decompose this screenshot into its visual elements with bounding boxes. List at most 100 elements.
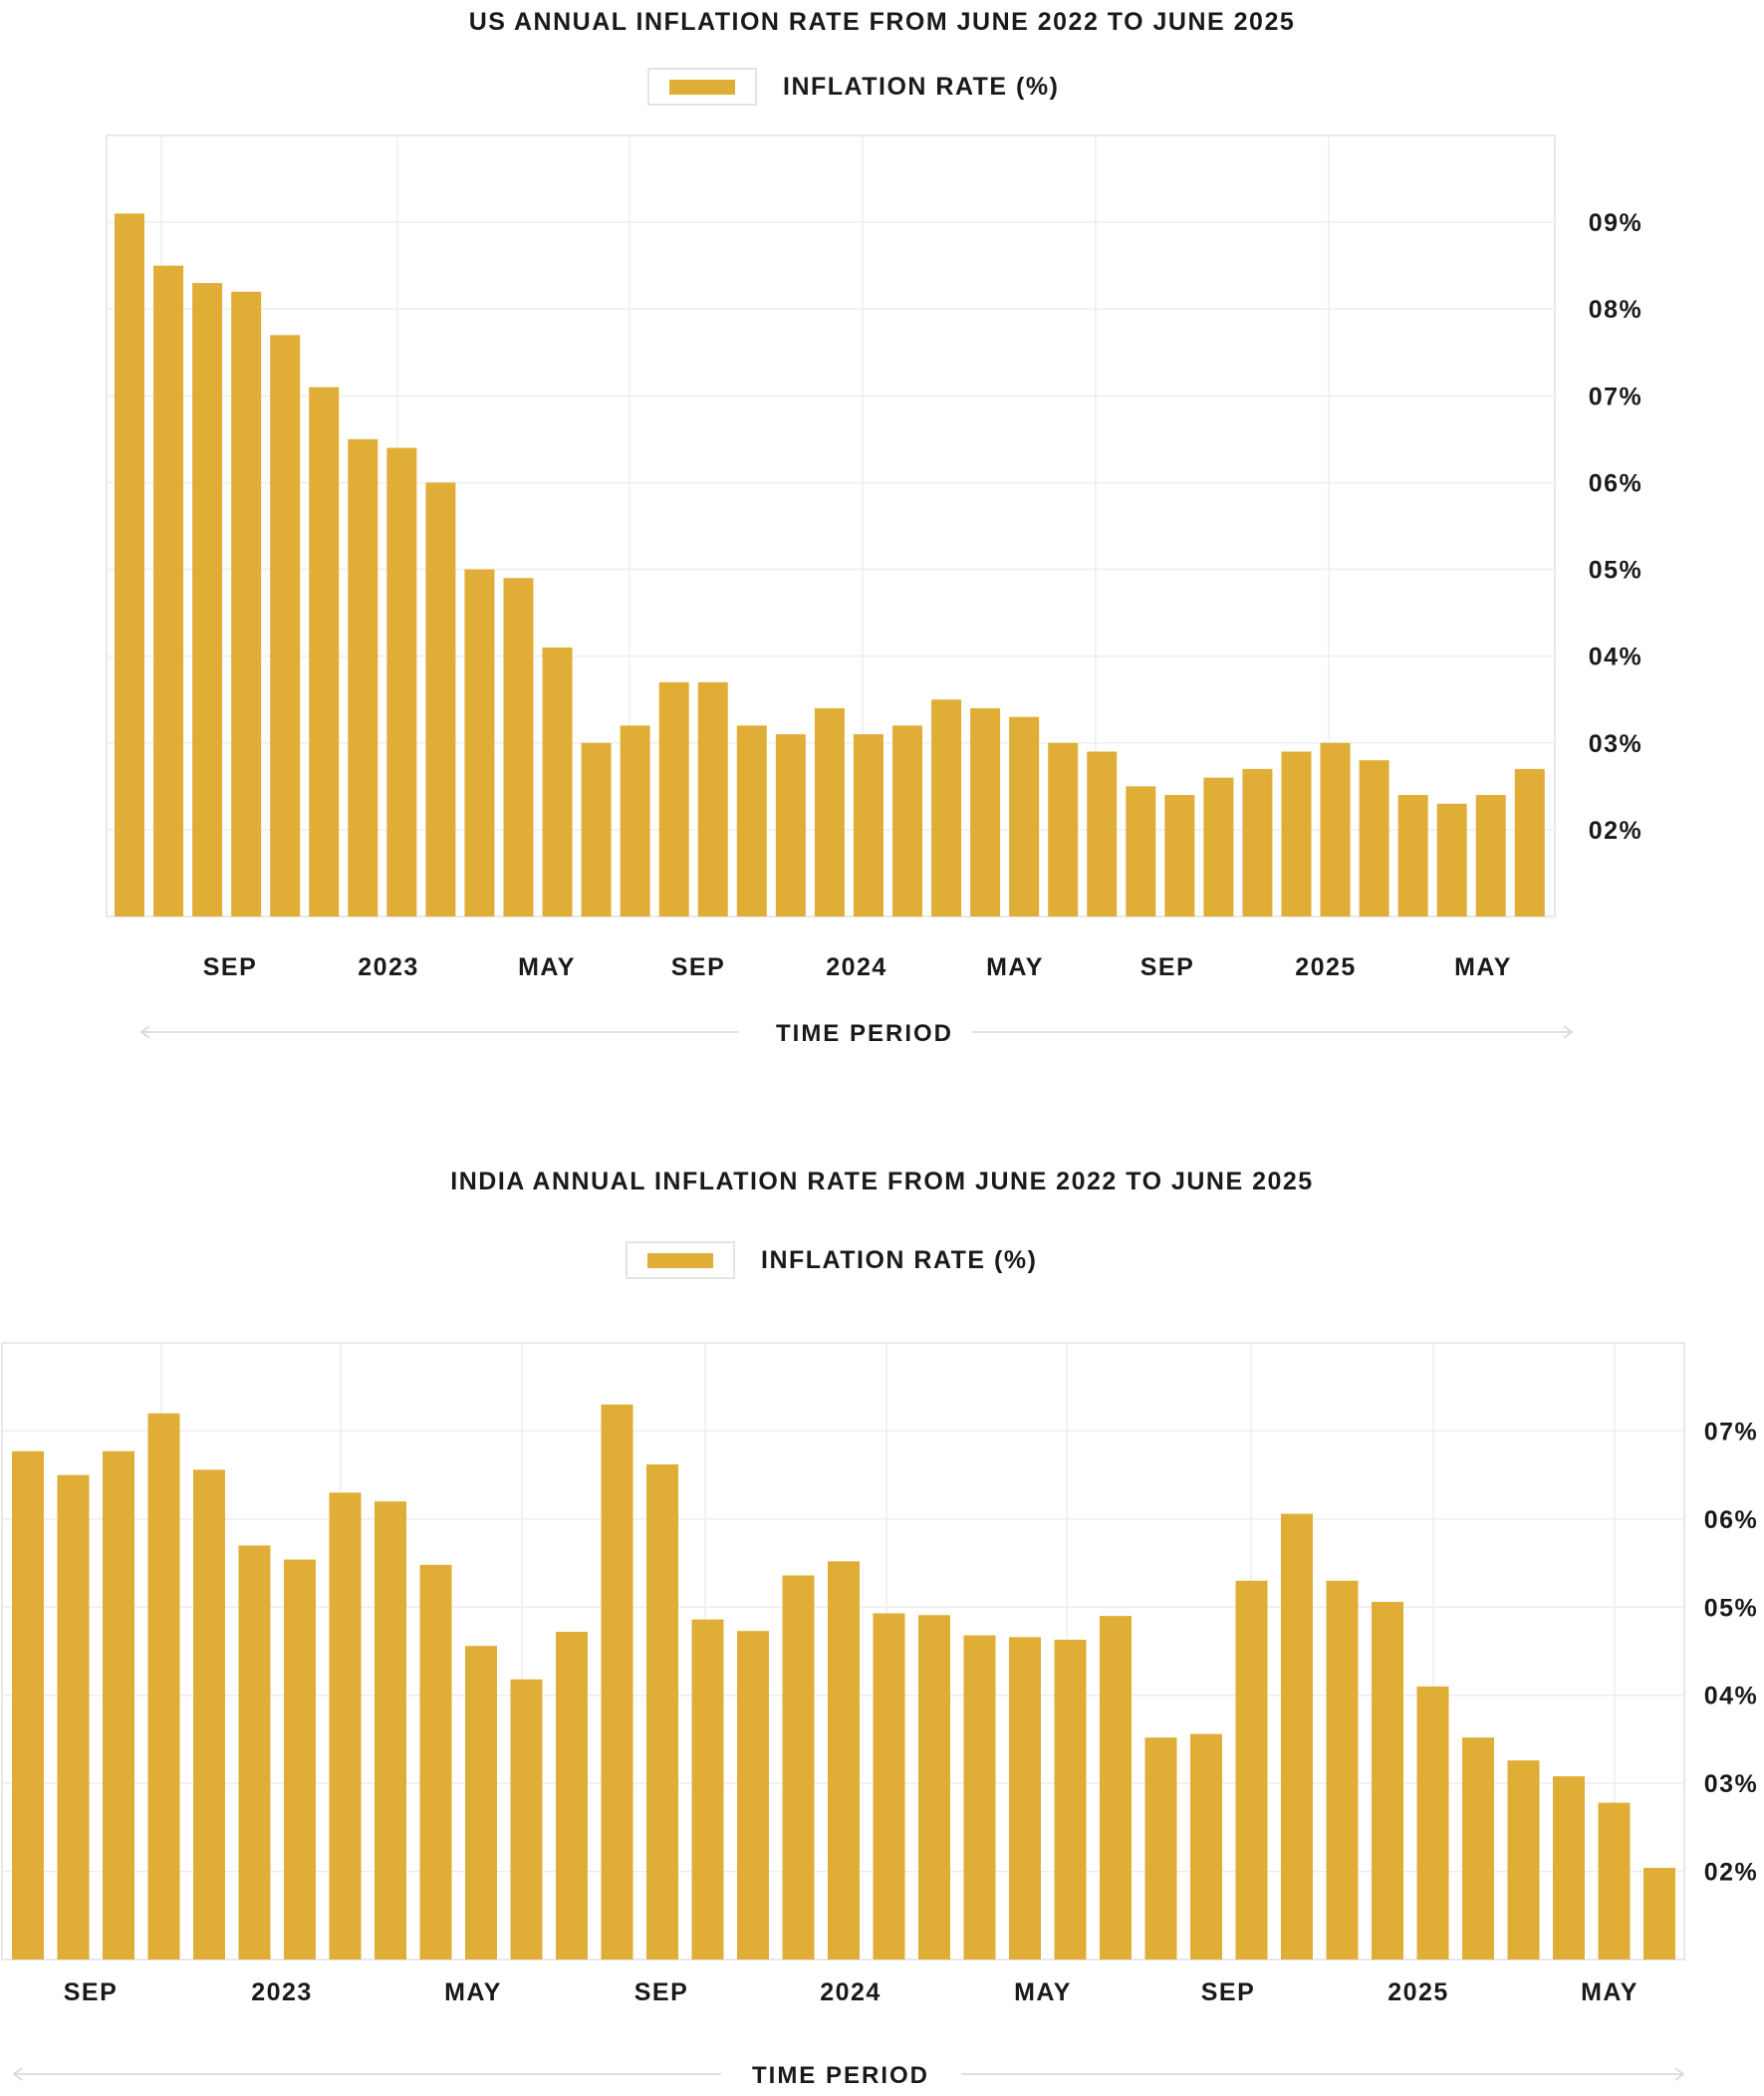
- x-tick-label: SEP: [671, 953, 726, 981]
- y-tick-label: 06%: [1704, 1506, 1759, 1534]
- y-tick-label: 02%: [1704, 1859, 1759, 1887]
- legend[interactable]: INFLATION RATE (%): [626, 1241, 1037, 1279]
- x-tick-label: MAY: [518, 953, 576, 981]
- bar-2022-10: [193, 1469, 225, 1960]
- legend-box: [626, 1241, 735, 1279]
- arrow-right-icon: [1674, 2067, 1685, 2081]
- x-tick-label: SEP: [1140, 953, 1195, 981]
- x-tick-label: SEP: [64, 1978, 119, 2006]
- bar-2023-04: [465, 1646, 497, 1960]
- bar-2023-12: [814, 707, 845, 917]
- bar-2024-11: [1242, 768, 1273, 917]
- x-tick-label: 2023: [358, 953, 419, 981]
- bar-2023-07: [601, 1404, 633, 1960]
- bar-2022-12: [284, 1559, 316, 1960]
- bar-2024-10: [1203, 777, 1234, 917]
- bar-2025-06: [1514, 768, 1545, 917]
- bar-2022-08: [103, 1450, 134, 1960]
- bar-2024-01: [853, 734, 883, 917]
- bar-2022-07: [153, 265, 184, 917]
- bar-2024-05: [1009, 716, 1040, 917]
- bar-2023-10: [737, 1631, 769, 1960]
- bar-2025-05: [1475, 795, 1506, 917]
- x-tick-label: MAY: [1014, 1978, 1072, 2006]
- bar-2022-10: [270, 335, 301, 917]
- x-tick-label: MAY: [1454, 953, 1512, 981]
- y-tick-label: 02%: [1589, 817, 1643, 845]
- bar-2025-02: [1359, 760, 1389, 917]
- bar-2024-01: [873, 1613, 905, 1960]
- bar-2022-06: [115, 213, 144, 917]
- legend-swatch: [669, 79, 735, 95]
- bar-2023-09: [691, 1619, 724, 1960]
- bar-2022-11: [309, 387, 340, 917]
- bar-2023-06: [581, 742, 612, 917]
- bar-2024-08: [1126, 786, 1156, 917]
- bar-2025-02: [1462, 1737, 1494, 1960]
- bar-2023-05: [542, 647, 573, 917]
- bar-2023-08: [646, 1464, 678, 1960]
- arrow-left-icon: [12, 2067, 23, 2081]
- bar-2025-06: [1643, 1868, 1675, 1960]
- bar-2024-06: [1048, 742, 1079, 917]
- bar-2024-04: [1009, 1637, 1041, 1960]
- plot-frame: [1, 1342, 1685, 1961]
- bar-2022-08: [192, 283, 223, 917]
- x-tick-label: 2025: [1387, 1978, 1449, 2006]
- y-tick-label: 05%: [1589, 557, 1643, 585]
- chart-title: INDIA ANNUAL INFLATION RATE FROM JUNE 20…: [450, 1168, 1314, 1195]
- x-tick-label: MAY: [444, 1978, 502, 2006]
- y-tick-label: 06%: [1589, 469, 1643, 497]
- legend-label: INFLATION RATE (%): [761, 1245, 1038, 1274]
- bar-2024-02: [892, 725, 922, 917]
- y-tick-label: 03%: [1704, 1770, 1759, 1798]
- bar-2023-02: [425, 482, 456, 917]
- y-tick-label: 04%: [1589, 644, 1643, 671]
- x-tick-label: SEP: [634, 1978, 689, 2006]
- x-axis-title: TIME PERIOD: [776, 1020, 953, 1047]
- bar-2024-09: [1164, 795, 1195, 917]
- bar-2023-02: [375, 1501, 406, 1960]
- bar-2024-03: [931, 699, 962, 917]
- bar-2023-01: [386, 447, 417, 917]
- x-tick-label: MAY: [986, 953, 1044, 981]
- bar-2024-04: [970, 707, 1001, 917]
- x-axis-title: TIME PERIOD: [752, 2062, 929, 2089]
- bar-2025-04: [1436, 803, 1467, 917]
- bar-2022-07: [57, 1474, 90, 1960]
- legend-swatch: [647, 1252, 713, 1268]
- bar-2023-09: [697, 681, 728, 917]
- x-tick-label: 2023: [251, 1978, 313, 2006]
- bar-2025-05: [1598, 1802, 1631, 1960]
- bar-2025-01: [1416, 1686, 1449, 1960]
- bar-2024-12: [1372, 1601, 1403, 1960]
- y-tick-label: 04%: [1704, 1683, 1759, 1710]
- bar-2023-03: [464, 569, 495, 917]
- x-tick-label: 2025: [1295, 953, 1357, 981]
- bar-2023-10: [736, 725, 767, 917]
- bar-2022-12: [348, 438, 378, 917]
- bar-2023-11: [782, 1575, 815, 1960]
- legend[interactable]: INFLATION RATE (%): [647, 68, 1059, 106]
- bar-2025-04: [1553, 1776, 1585, 1960]
- bar-2023-03: [419, 1564, 452, 1960]
- bar-2023-01: [329, 1492, 362, 1960]
- bar-2024-08: [1190, 1733, 1222, 1960]
- x-tick-label: 2024: [826, 953, 887, 981]
- bar-2024-05: [1054, 1640, 1087, 1960]
- bar-2023-07: [620, 725, 650, 917]
- x-tick-label: SEP: [203, 953, 258, 981]
- bar-2023-04: [503, 578, 534, 917]
- y-tick-label: 07%: [1589, 383, 1643, 410]
- bar-2023-11: [775, 734, 806, 917]
- x-tick-label: MAY: [1581, 1978, 1638, 2006]
- y-tick-label: 09%: [1589, 209, 1643, 237]
- y-tick-label: 03%: [1589, 730, 1643, 758]
- y-tick-label: 07%: [1704, 1418, 1759, 1445]
- bar-2023-12: [828, 1561, 860, 1960]
- legend-label: INFLATION RATE (%): [783, 72, 1060, 101]
- us-chart: US ANNUAL INFLATION RATE FROM JUNE 2022 …: [106, 8, 1643, 1047]
- bar-2025-03: [1507, 1760, 1540, 1960]
- bar-2024-06: [1100, 1616, 1132, 1960]
- arrow-right-icon: [1563, 1025, 1574, 1039]
